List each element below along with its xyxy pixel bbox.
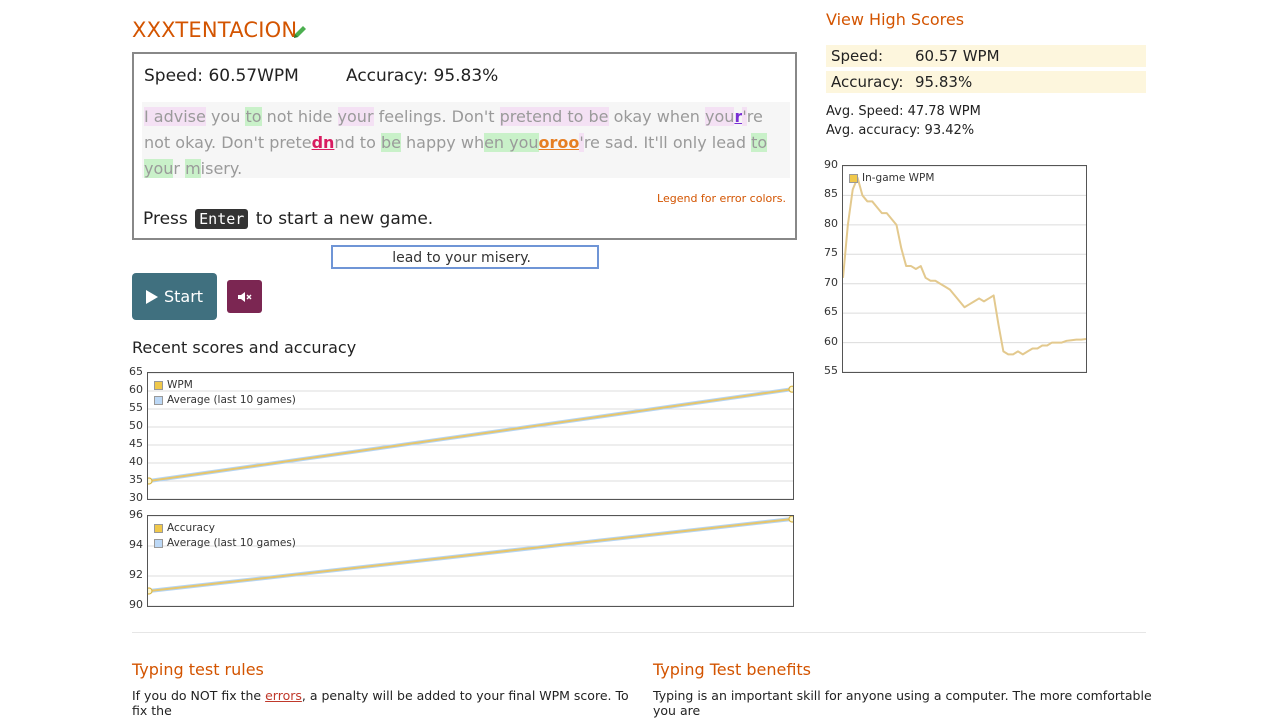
press-prefix: Press	[143, 209, 188, 229]
errors-link[interactable]: errors	[265, 688, 302, 703]
legend-ingame: In-game WPM	[849, 172, 934, 184]
ingame-chart-y-tick-label: 55	[824, 364, 838, 377]
wpm-chart-y-tick-label: 35	[129, 473, 143, 486]
recent-scores-heading: Recent scores and accuracy	[132, 338, 357, 357]
accuracy-chart-y-tick-label: 90	[129, 598, 143, 611]
legend-average-label: Average (last 10 games)	[167, 394, 296, 406]
typing-input[interactable]	[331, 245, 599, 269]
accuracy-chart-frame: Accuracy Average (last 10 games)	[147, 515, 794, 607]
best-accuracy-row: Accuracy: 95.83%	[826, 71, 1146, 93]
press-enter-hint: Press Enter to start a new game.	[143, 209, 433, 229]
rules-text-part1: If you do NOT fix the	[132, 688, 262, 703]
typing-passage: I advise you to not hide your feelings. …	[142, 102, 790, 178]
best-speed-row: Speed: 60.57 WPM	[826, 45, 1146, 67]
best-accuracy-label: Accuracy:	[831, 73, 904, 91]
best-speed-label: Speed:	[831, 47, 884, 65]
play-icon	[145, 289, 158, 304]
wpm-chart-data-point	[148, 477, 153, 485]
legend-wpm-label: WPM	[167, 379, 193, 391]
best-accuracy-value: 95.83%	[915, 73, 973, 91]
ingame-wpm-chart: In-game WPM 55 60 65 70 75 80 85 90	[812, 158, 1092, 380]
legend-accuracy-label: Accuracy	[167, 522, 215, 534]
username: XXXTENTACION	[132, 18, 298, 42]
accuracy-chart-data-point	[148, 587, 153, 595]
wpm-chart-y-tick-label: 30	[129, 491, 143, 504]
mute-icon	[237, 291, 251, 302]
wpm-chart-plot	[148, 373, 793, 499]
ingame-chart-y-tick-label: 75	[824, 246, 838, 260]
wpm-chart-frame: WPM Average (last 10 games)	[147, 372, 794, 500]
best-speed-value: 60.57 WPM	[915, 47, 1000, 65]
wpm-chart-y-tick-label: 65	[129, 365, 143, 378]
ingame-chart-y-tick-label: 90	[824, 158, 838, 171]
start-button[interactable]: Start	[132, 273, 217, 320]
accuracy-chart-plot	[148, 516, 793, 606]
benefits-text: Typing is an important skill for anyone …	[653, 688, 1152, 718]
avg-accuracy: Avg. accuracy: 93.42%	[826, 123, 975, 138]
accuracy-history-chart: Accuracy Average (last 10 games) 90 92 94 9…	[100, 508, 800, 611]
legend-accuracy-average: Average (last 10 games)	[154, 537, 296, 549]
legend-accuracy-average-label: Average (last 10 games)	[167, 537, 296, 549]
enter-key: Enter	[195, 209, 249, 229]
press-suffix: to start a new game.	[255, 209, 434, 229]
wpm-chart-series-line	[148, 388, 793, 482]
accuracy-chart-y-tick-label: 94	[129, 538, 143, 551]
ingame-chart-y-tick-label: 85	[824, 187, 838, 201]
legend-swatch-wpm	[154, 380, 163, 390]
accuracy-readout: Accuracy: 95.83%	[346, 66, 498, 86]
mute-button[interactable]	[227, 280, 262, 313]
legend-swatch-accuracy	[154, 523, 163, 533]
legend-average: Average (last 10 games)	[154, 394, 296, 406]
ingame-chart-y-tick-label: 65	[824, 305, 838, 319]
legend-swatch-average	[154, 395, 163, 405]
accuracy-value: 95.83%	[433, 66, 499, 86]
game-panel: Speed: 60.57WPM Accuracy: 95.83% I advis…	[132, 52, 797, 240]
speed-label: Speed:	[144, 66, 204, 86]
start-label: Start	[163, 287, 204, 306]
pencil-icon[interactable]	[292, 24, 308, 40]
ingame-chart-y-tick-label: 70	[824, 275, 838, 289]
wpm-chart-data-point	[788, 385, 793, 393]
rules-text: If you do NOT fix the errors, a penalty …	[132, 688, 632, 718]
speed-readout: Speed: 60.57WPM	[144, 66, 299, 86]
rules-heading: Typing test rules	[132, 660, 264, 679]
accuracy-chart-data-point	[788, 516, 793, 523]
ingame-chart-plot	[843, 166, 1086, 372]
ingame-chart-frame: In-game WPM	[842, 165, 1087, 373]
wpm-chart-y-tick-label: 45	[129, 437, 143, 450]
accuracy-chart-series-line	[148, 518, 793, 592]
legend-wpm: WPM	[154, 379, 193, 391]
error-legend-link[interactable]: Legend for error colors.	[657, 192, 786, 205]
legend-accuracy: Accuracy	[154, 522, 215, 534]
wpm-chart-y-tick-label: 40	[129, 455, 143, 468]
wpm-chart-y-tick-label: 50	[129, 419, 143, 432]
legend-swatch-accuracy-average	[154, 538, 163, 548]
avg-speed: Avg. Speed: 47.78 WPM	[826, 104, 981, 119]
ingame-chart-y-tick-label: 80	[824, 216, 838, 230]
accuracy-chart-y-tick-label: 92	[129, 568, 143, 581]
section-divider	[132, 632, 1146, 633]
accuracy-chart-y-tick-label: 96	[129, 508, 143, 521]
speed-value: 60.57WPM	[208, 66, 299, 86]
wpm-history-chart: WPM Average (last 10 games) 30 35 40 45 50 55…	[100, 365, 800, 506]
wpm-chart-y-tick-label: 55	[129, 401, 143, 414]
accuracy-label: Accuracy:	[346, 66, 429, 86]
legend-ingame-label: In-game WPM	[862, 172, 935, 184]
benefits-heading: Typing Test benefits	[653, 660, 811, 679]
view-high-scores-link[interactable]: View High Scores	[826, 10, 965, 29]
wpm-chart-y-tick-label: 60	[129, 383, 143, 396]
ingame-chart-y-tick-label: 60	[824, 334, 838, 348]
legend-swatch-ingame	[849, 173, 858, 183]
ingame-chart-series-line	[843, 176, 1086, 356]
